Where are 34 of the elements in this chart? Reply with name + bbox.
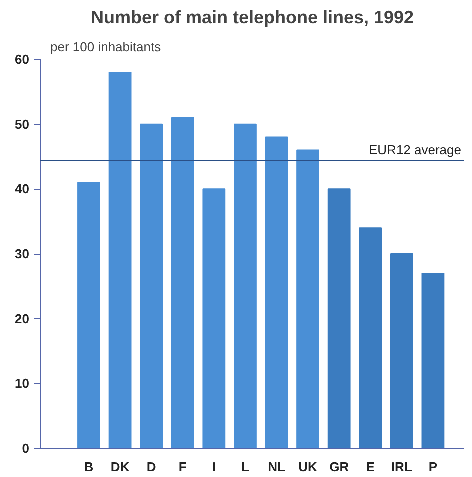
bar xyxy=(202,188,226,448)
y-tick-label: 40 xyxy=(15,182,30,197)
x-tick-label: I xyxy=(212,460,216,474)
bar xyxy=(422,272,445,448)
x-tick-label: DK xyxy=(110,460,130,474)
bar xyxy=(108,72,132,448)
bar xyxy=(140,124,164,448)
x-tick-label: E xyxy=(366,460,376,474)
bar xyxy=(390,254,414,448)
bar xyxy=(234,124,257,448)
x-tick-label: B xyxy=(84,460,94,474)
y-tick-label: 20 xyxy=(15,311,30,326)
chart-title: Number of main telephone lines, 1992 xyxy=(90,8,414,28)
x-tick-label: GR xyxy=(330,460,350,474)
y-tick-label: 60 xyxy=(15,52,30,67)
x-tick-label: P xyxy=(428,460,438,474)
y-tick-label: 50 xyxy=(15,116,30,132)
bar xyxy=(265,136,288,448)
bar xyxy=(171,117,194,448)
y-tick-label: 10 xyxy=(15,376,30,392)
x-tick-label: NL xyxy=(268,460,286,474)
y-axis-title: per 100 inhabitants xyxy=(50,40,162,54)
y-tick-label: 0 xyxy=(22,441,30,456)
x-tick-label: D xyxy=(146,460,156,474)
x-tick-label: F xyxy=(178,460,187,474)
bar xyxy=(78,182,100,448)
bar xyxy=(296,150,320,448)
ref-line-label: EUR12 average xyxy=(369,142,462,158)
y-tick-label: 30 xyxy=(15,246,30,262)
x-tick-label: UK xyxy=(298,460,318,474)
x-tick-label: L xyxy=(241,460,250,474)
x-tick-label: IRL xyxy=(391,460,412,474)
bar xyxy=(328,188,351,448)
bar xyxy=(359,228,382,448)
